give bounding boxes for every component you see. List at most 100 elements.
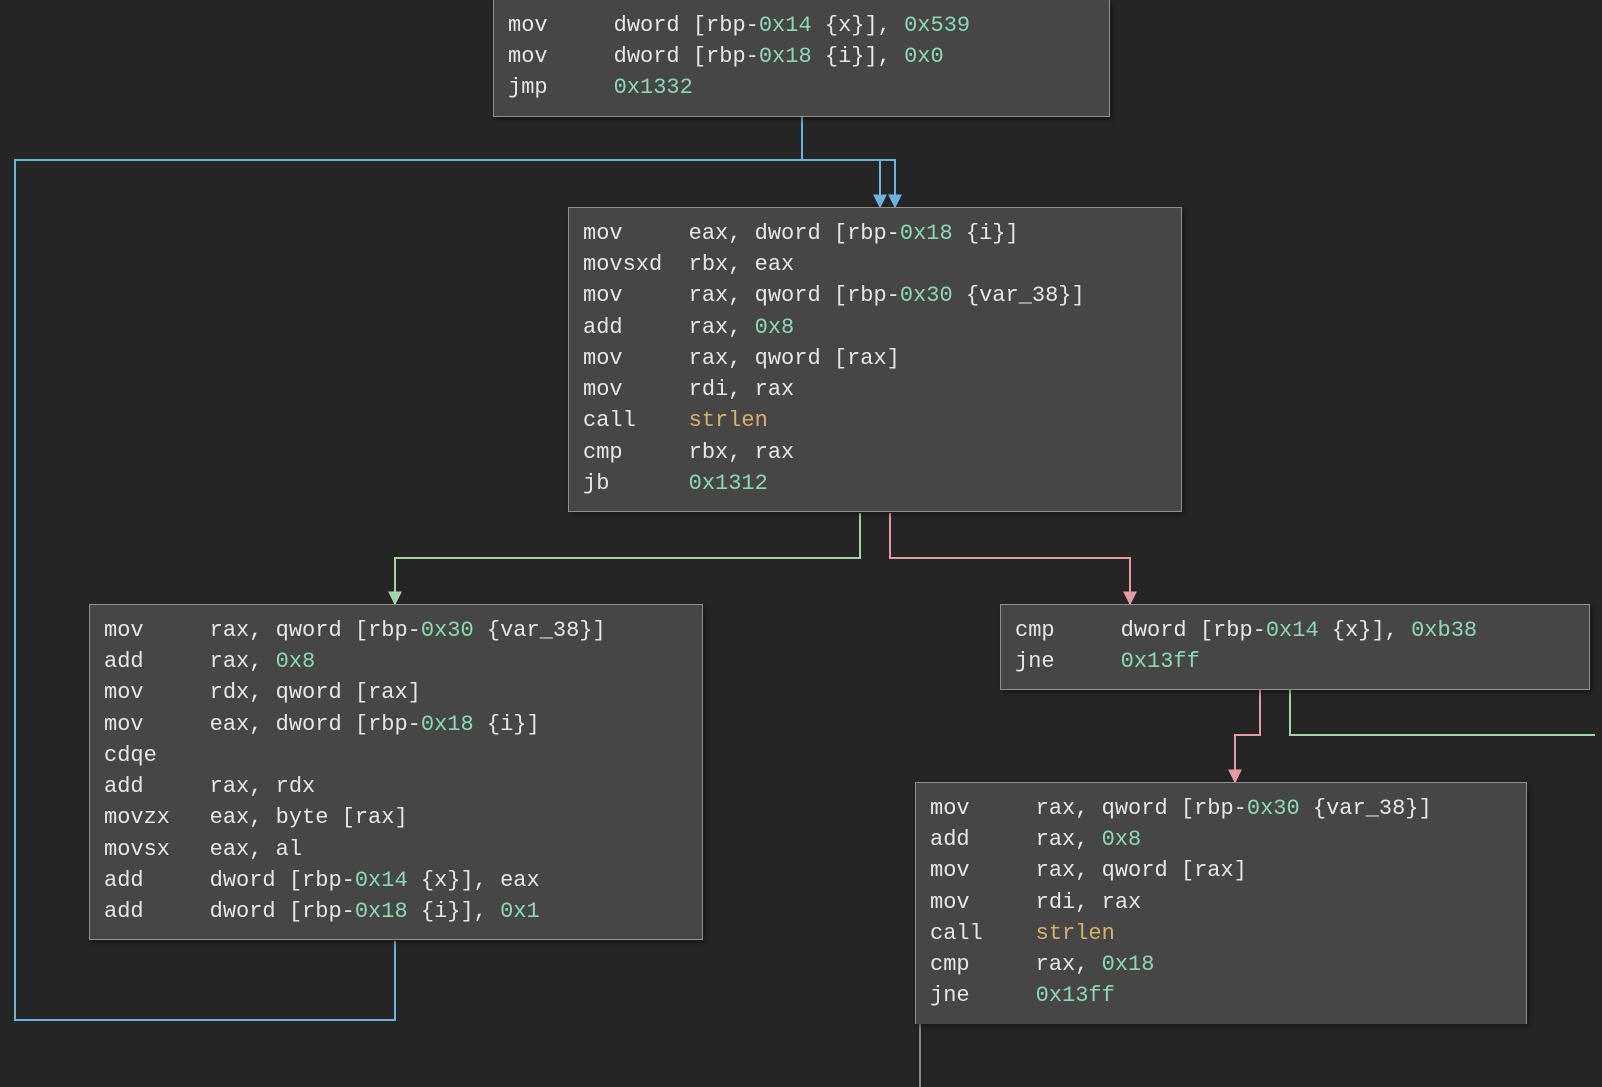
asm-token-kw: dword [ — [614, 44, 706, 69]
asm-token-kw: dword [ — [614, 13, 706, 38]
asm-token-br: , — [1075, 858, 1101, 883]
cfg-edge — [1235, 689, 1260, 782]
asm-token-kw: {i}], — [408, 899, 500, 924]
asm-token-br: - — [746, 44, 759, 69]
asm-token-mn: mov — [104, 712, 210, 737]
asm-token-reg: eax — [689, 221, 729, 246]
asm-token-num: 0x18 — [900, 221, 953, 246]
asm-token-reg: rbp — [302, 899, 342, 924]
asm-line: jne 0x13ff — [1015, 646, 1575, 677]
asm-line: cmp dword [rbp-0x14 {x}], 0xb38 — [1015, 615, 1575, 646]
asm-token-mn: mov — [930, 890, 1036, 915]
asm-token-br: - — [342, 868, 355, 893]
asm-token-br: , — [249, 712, 275, 737]
asm-block[interactable]: mov rax, qword [rbp-0x30 {var_38}]add ra… — [915, 782, 1527, 1024]
asm-token-call: strlen — [689, 408, 768, 433]
asm-line: add dword [rbp-0x14 {x}], eax — [104, 865, 688, 896]
asm-token-kw: {var_38}] — [953, 283, 1085, 308]
asm-token-kw: {var_38}] — [474, 618, 606, 643]
asm-token-num: 0x14 — [1266, 618, 1319, 643]
asm-token-mn: add — [104, 774, 210, 799]
asm-token-num: 0x30 — [421, 618, 474, 643]
asm-token-reg: eax — [210, 837, 250, 862]
cfg-edge — [802, 115, 895, 207]
asm-line: cmp rax, 0x18 — [930, 949, 1512, 980]
asm-token-num: 0x8 — [1102, 827, 1142, 852]
asm-token-br: , — [249, 618, 275, 643]
asm-line: call strlen — [583, 405, 1167, 436]
asm-token-num: 0x18 — [421, 712, 474, 737]
asm-token-mn: mov — [583, 346, 689, 371]
asm-token-kw: byte [ — [276, 805, 355, 830]
asm-block[interactable]: mov rax, qword [rbp-0x30 {var_38}]add ra… — [89, 604, 703, 940]
asm-token-br: , — [728, 283, 754, 308]
asm-token-reg: rax — [689, 283, 729, 308]
asm-token-br: - — [408, 618, 421, 643]
asm-block[interactable]: mov dword [rbp-0x14 {x}], 0x539mov dword… — [493, 0, 1110, 117]
asm-token-mn: add — [583, 315, 689, 340]
cfg-edge — [395, 513, 860, 604]
asm-token-br: - — [1253, 618, 1266, 643]
asm-line: call strlen — [930, 918, 1512, 949]
asm-token-reg: rbp — [1194, 796, 1234, 821]
asm-token-mn: cmp — [930, 952, 1036, 977]
asm-token-reg: rax — [1036, 858, 1076, 883]
asm-token-reg: rax — [755, 440, 795, 465]
asm-token-mn: jb — [583, 471, 689, 496]
asm-line: mov rdi, rax — [583, 374, 1167, 405]
asm-line: mov eax, dword [rbp-0x18 {i}] — [104, 709, 688, 740]
asm-token-br: , — [728, 346, 754, 371]
asm-line: jmp 0x1332 — [508, 72, 1095, 103]
asm-block[interactable]: cmp dword [rbp-0x14 {x}], 0xb38jne 0x13f… — [1000, 604, 1590, 690]
asm-line: mov rax, qword [rax] — [583, 343, 1167, 374]
asm-token-mn: call — [583, 408, 689, 433]
asm-token-reg: rax — [1036, 952, 1076, 977]
asm-token-num: 0x1 — [500, 899, 540, 924]
asm-token-mn: mov — [583, 221, 689, 246]
asm-token-kw: qword [ — [276, 680, 368, 705]
cfg-edge — [890, 513, 1130, 604]
asm-line: jb 0x1312 — [583, 468, 1167, 499]
asm-token-reg: rbx — [689, 440, 729, 465]
asm-token-mn: mov — [583, 377, 689, 402]
asm-token-reg: rax — [755, 377, 795, 402]
asm-token-mn: mov — [104, 680, 210, 705]
asm-token-num: 0x13ff — [1121, 649, 1200, 674]
asm-line: mov rax, qword [rbp-0x30 {var_38}] — [930, 793, 1512, 824]
asm-token-br: , — [249, 680, 275, 705]
asm-token-num: 0x30 — [1247, 796, 1300, 821]
asm-token-reg: rbp — [847, 221, 887, 246]
asm-token-mn: cdqe — [104, 743, 210, 768]
asm-token-kw: {x}], — [408, 868, 500, 893]
asm-token-mn: cmp — [583, 440, 689, 465]
cfg-edge — [1290, 689, 1595, 735]
asm-token-br: - — [887, 283, 900, 308]
asm-line: add rax, rdx — [104, 771, 688, 802]
asm-token-br: ] — [394, 805, 407, 830]
asm-line: cdqe — [104, 740, 688, 771]
asm-token-reg: rbx — [689, 252, 729, 277]
asm-token-reg: eax — [500, 868, 540, 893]
asm-token-num: 0x18 — [759, 44, 812, 69]
asm-token-reg: rax — [1036, 827, 1076, 852]
asm-token-reg: al — [276, 837, 302, 862]
asm-token-num: 0x18 — [355, 899, 408, 924]
asm-token-br: - — [746, 13, 759, 38]
asm-block[interactable]: mov eax, dword [rbp-0x18 {i}]movsxd rbx,… — [568, 207, 1182, 512]
asm-line: movsxd rbx, eax — [583, 249, 1167, 280]
asm-token-mn: add — [104, 649, 210, 674]
asm-token-br: ] — [408, 680, 421, 705]
asm-token-mn: add — [930, 827, 1036, 852]
asm-token-reg: rax — [355, 805, 395, 830]
asm-token-mn: mov — [508, 13, 614, 38]
asm-token-kw: {i}], — [812, 44, 904, 69]
asm-line: jne 0x13ff — [930, 980, 1512, 1011]
asm-token-br: , — [1075, 952, 1101, 977]
asm-token-br: - — [342, 899, 355, 924]
asm-token-num: 0x539 — [904, 13, 970, 38]
asm-token-reg: rbp — [706, 13, 746, 38]
asm-token-kw: {x}], — [1319, 618, 1411, 643]
asm-token-mn: call — [930, 921, 1036, 946]
asm-token-num: 0x8 — [276, 649, 316, 674]
asm-line: add rax, 0x8 — [583, 312, 1167, 343]
